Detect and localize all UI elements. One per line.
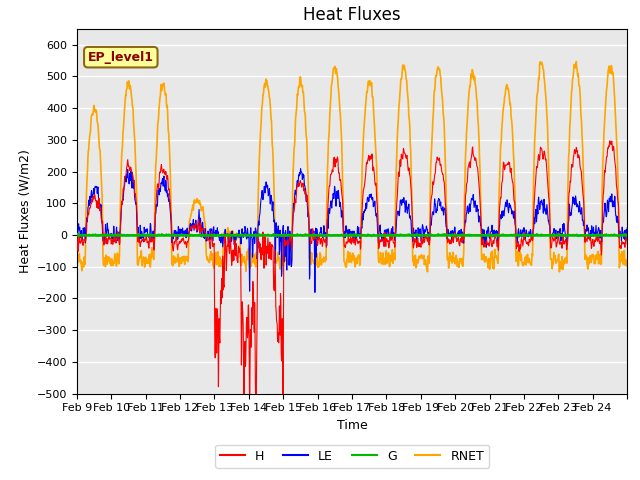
H [482, 241, 490, 247]
Line: LE: LE [77, 168, 627, 292]
H [617, 245, 625, 251]
H [563, 247, 570, 252]
Title: Heat Fluxes: Heat Fluxes [303, 6, 401, 24]
G [338, 232, 346, 238]
G [328, 233, 335, 239]
LE [73, 232, 81, 238]
H [279, 417, 287, 423]
LE [483, 244, 490, 250]
LE [159, 180, 166, 186]
LE [563, 241, 571, 247]
G [617, 232, 625, 238]
G [563, 232, 570, 238]
H [159, 170, 166, 176]
RNET [572, 59, 580, 64]
RNET [556, 269, 563, 275]
Line: RNET: RNET [77, 61, 627, 272]
LE [328, 205, 335, 211]
RNET [327, 91, 335, 97]
X-axis label: Time: Time [337, 419, 367, 432]
RNET [337, 132, 345, 138]
Line: G: G [77, 234, 627, 237]
G [159, 232, 167, 238]
RNET [482, 256, 490, 262]
LE [297, 166, 305, 171]
LE [623, 225, 631, 230]
G [575, 234, 582, 240]
Y-axis label: Heat Fluxes (W/m2): Heat Fluxes (W/m2) [18, 149, 31, 273]
G [623, 232, 631, 238]
LE [311, 289, 319, 295]
LE [617, 231, 625, 237]
H [623, 241, 631, 247]
LE [339, 209, 346, 215]
H [328, 171, 335, 177]
Line: H: H [77, 141, 627, 420]
RNET [159, 82, 166, 87]
RNET [617, 252, 625, 257]
G [74, 231, 81, 237]
RNET [563, 258, 570, 264]
H [606, 138, 614, 144]
Legend: H, LE, G, RNET: H, LE, G, RNET [215, 444, 489, 468]
G [482, 232, 490, 238]
H [338, 191, 346, 196]
RNET [623, 264, 631, 269]
Text: EP_level1: EP_level1 [88, 51, 154, 64]
H [73, 233, 81, 239]
G [73, 232, 81, 238]
RNET [73, 243, 81, 249]
